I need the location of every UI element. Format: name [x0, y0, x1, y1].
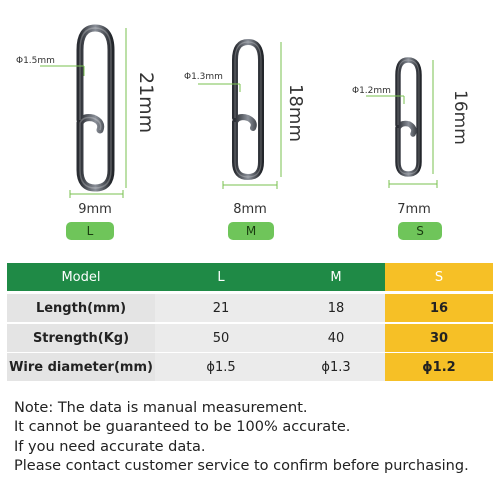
row-label: Wire diameter(mm) — [7, 353, 155, 381]
cell-m: ϕ1.3 — [287, 353, 385, 381]
snap-s-icon — [395, 57, 422, 177]
diameter-label-s: Φ1.2mm — [352, 86, 391, 96]
table-row: Wire diameter(mm) ϕ1.5 ϕ1.3 ϕ1.2 — [7, 353, 493, 381]
header-m: M — [287, 263, 385, 291]
note-line: It cannot be guaranteed to be 100% accur… — [14, 419, 351, 435]
cell-l: 50 — [155, 324, 287, 352]
size-pill-s: S — [398, 222, 442, 240]
size-pill-l: L — [66, 222, 114, 240]
length-label-m: 18mm — [285, 84, 306, 142]
row-label: Strength(Kg) — [7, 324, 155, 352]
header-l: L — [155, 263, 287, 291]
note-line: If you need accurate data. — [14, 439, 206, 455]
length-label-l: 21mm — [135, 72, 157, 134]
header-model: Model — [7, 263, 155, 291]
snap-illustration — [40, 24, 438, 198]
cell-m: 40 — [287, 324, 385, 352]
width-label-s: 7mm — [397, 202, 431, 217]
cell-s: 16 — [385, 294, 493, 322]
diameter-label-m: Φ1.3mm — [184, 72, 223, 82]
cell-l: 21 — [155, 294, 287, 322]
cell-m: 18 — [287, 294, 385, 322]
size-pill-m: M — [228, 222, 274, 240]
header-s: S — [385, 263, 493, 291]
diameter-label-l: Φ1.5mm — [16, 56, 55, 66]
table-row: Length(mm) 21 18 16 — [7, 294, 493, 322]
cell-s: 30 — [385, 324, 493, 352]
row-label: Length(mm) — [7, 294, 155, 322]
cell-s: ϕ1.2 — [385, 353, 493, 381]
note-line: Please contact customer service to confi… — [14, 458, 469, 474]
width-label-m: 8mm — [233, 202, 267, 217]
length-label-s: 16mm — [450, 90, 470, 145]
cell-l: ϕ1.5 — [155, 353, 287, 381]
table-row: Strength(Kg) 50 40 30 — [7, 324, 493, 352]
snap-m-icon — [232, 38, 264, 181]
snap-l-icon — [76, 24, 115, 192]
table-header-row: Model L M S — [7, 263, 493, 291]
note-line: Note: The data is manual measurement. — [14, 400, 308, 416]
width-label-l: 9mm — [78, 202, 112, 217]
